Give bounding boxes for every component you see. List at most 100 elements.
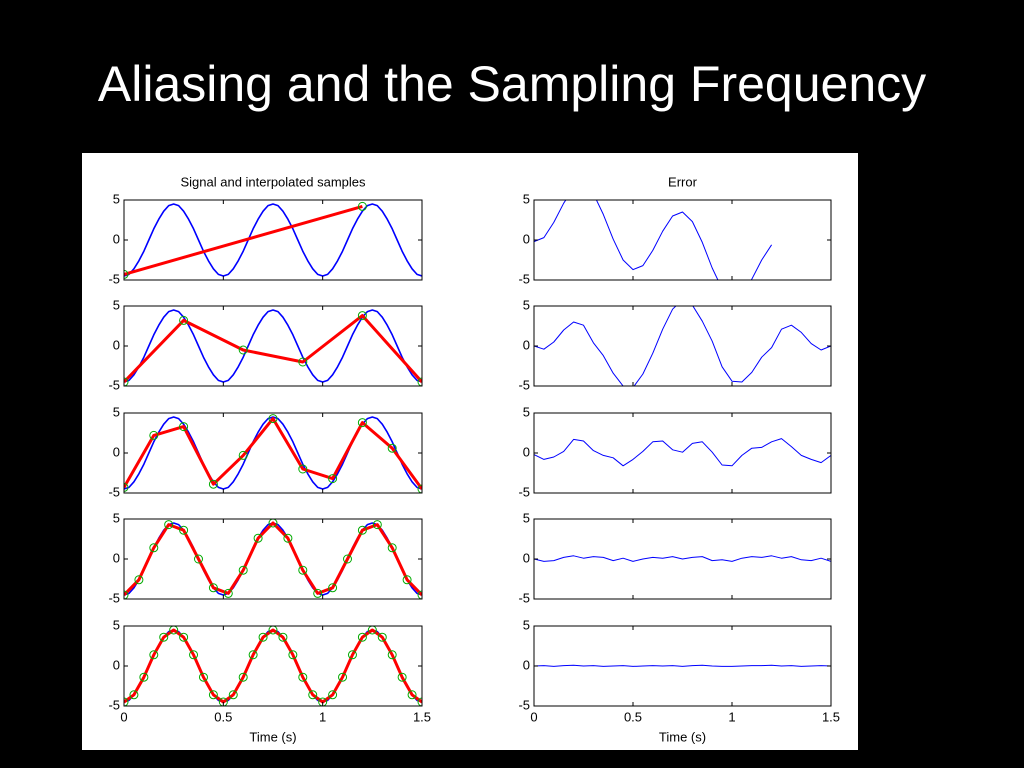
y-tick-label: 0 — [113, 550, 120, 565]
y-tick-label: -5 — [518, 377, 530, 392]
sample-marker — [387, 543, 397, 553]
y-tick-label: -5 — [108, 484, 120, 499]
x-tick-label: 0.5 — [214, 709, 232, 724]
y-tick-label: 5 — [523, 617, 530, 632]
plot-area — [534, 200, 773, 280]
sample-marker — [397, 672, 407, 682]
sample-marker — [124, 377, 129, 386]
sample-marker — [372, 520, 382, 530]
sample-marker — [208, 479, 218, 489]
sample-marker — [228, 690, 238, 700]
sample-marker — [343, 554, 352, 564]
sample-marker — [338, 672, 348, 682]
sample-marker — [357, 311, 367, 321]
y-tick-label: 0 — [523, 550, 530, 565]
y-tick-label: 0 — [523, 657, 530, 672]
series-line — [534, 555, 831, 562]
sample-marker — [208, 583, 218, 593]
sample-marker — [124, 590, 129, 599]
sample-marker — [417, 484, 422, 493]
sample-marker — [377, 632, 387, 642]
y-tick-label: 5 — [523, 191, 530, 206]
plot-area — [124, 519, 422, 599]
axes-title: Signal and interpolated samples — [180, 174, 366, 189]
axes-title: Error — [668, 174, 698, 189]
sample-marker — [194, 554, 203, 564]
sample-marker — [417, 590, 422, 599]
series-line — [124, 203, 422, 277]
sample-marker — [139, 672, 149, 682]
x-tick-label: 1.5 — [413, 709, 431, 724]
y-tick-label: -5 — [108, 590, 120, 605]
sample-marker — [357, 418, 367, 428]
y-tick-label: 0 — [113, 231, 120, 246]
sample-marker — [124, 482, 129, 492]
plot-area — [534, 438, 831, 467]
series-line — [124, 204, 363, 276]
sample-marker — [417, 697, 422, 706]
sample-marker — [387, 443, 397, 453]
sample-marker — [129, 690, 139, 700]
sample-marker — [223, 588, 233, 598]
sample-marker — [328, 474, 338, 484]
sample-marker — [164, 520, 174, 530]
x-axis-label: Time (s) — [249, 729, 296, 744]
sample-marker — [318, 697, 328, 706]
sample-marker — [179, 422, 189, 432]
sample-marker — [357, 525, 367, 535]
y-tick-label: 0 — [113, 444, 120, 459]
slide-title: Aliasing and the Sampling Frequency — [98, 56, 926, 112]
y-tick-label: 5 — [113, 297, 120, 312]
y-tick-label: 5 — [113, 404, 120, 419]
sample-marker — [238, 450, 248, 460]
series-line — [534, 306, 831, 386]
sample-marker — [357, 201, 367, 211]
x-axis-label: Time (s) — [659, 729, 706, 744]
sample-marker — [189, 650, 199, 660]
y-tick-label: 5 — [523, 510, 530, 525]
sample-marker — [208, 690, 218, 700]
y-tick-label: -5 — [518, 590, 530, 605]
series-line — [124, 521, 422, 597]
sample-marker — [179, 632, 189, 642]
sample-marker — [278, 632, 288, 642]
sample-marker — [328, 690, 338, 700]
series-line — [124, 416, 422, 490]
plot-area — [124, 201, 422, 279]
series-line — [534, 438, 831, 467]
y-tick-label: 5 — [113, 617, 120, 632]
sample-marker — [288, 650, 298, 660]
sample-marker — [238, 345, 248, 355]
sample-marker — [258, 632, 268, 642]
series-line — [124, 417, 422, 490]
sample-marker — [238, 672, 248, 682]
sample-marker — [169, 626, 179, 635]
y-tick-label: -5 — [108, 697, 120, 712]
plot-area — [124, 626, 422, 706]
sample-marker — [268, 519, 278, 528]
sample-marker — [124, 269, 129, 279]
y-tick-label: 0 — [523, 231, 530, 246]
x-tick-label: 0.5 — [624, 709, 642, 724]
plot-area — [124, 414, 422, 493]
plot-area — [534, 306, 831, 386]
sample-marker — [149, 430, 159, 440]
y-tick-label: 0 — [113, 657, 120, 672]
series-line — [534, 200, 773, 280]
y-tick-label: 5 — [523, 297, 530, 312]
series-line — [124, 314, 422, 384]
sample-marker — [268, 626, 278, 635]
sample-marker — [298, 357, 308, 367]
series-line — [124, 628, 422, 704]
sample-marker — [417, 377, 422, 386]
y-tick-label: 5 — [523, 404, 530, 419]
x-tick-label: 0 — [120, 709, 127, 724]
sample-marker — [308, 690, 318, 700]
sample-marker — [149, 543, 159, 553]
y-tick-label: -5 — [108, 271, 120, 286]
sample-marker — [248, 650, 258, 660]
sample-marker — [367, 626, 377, 635]
sample-marker — [298, 565, 308, 575]
